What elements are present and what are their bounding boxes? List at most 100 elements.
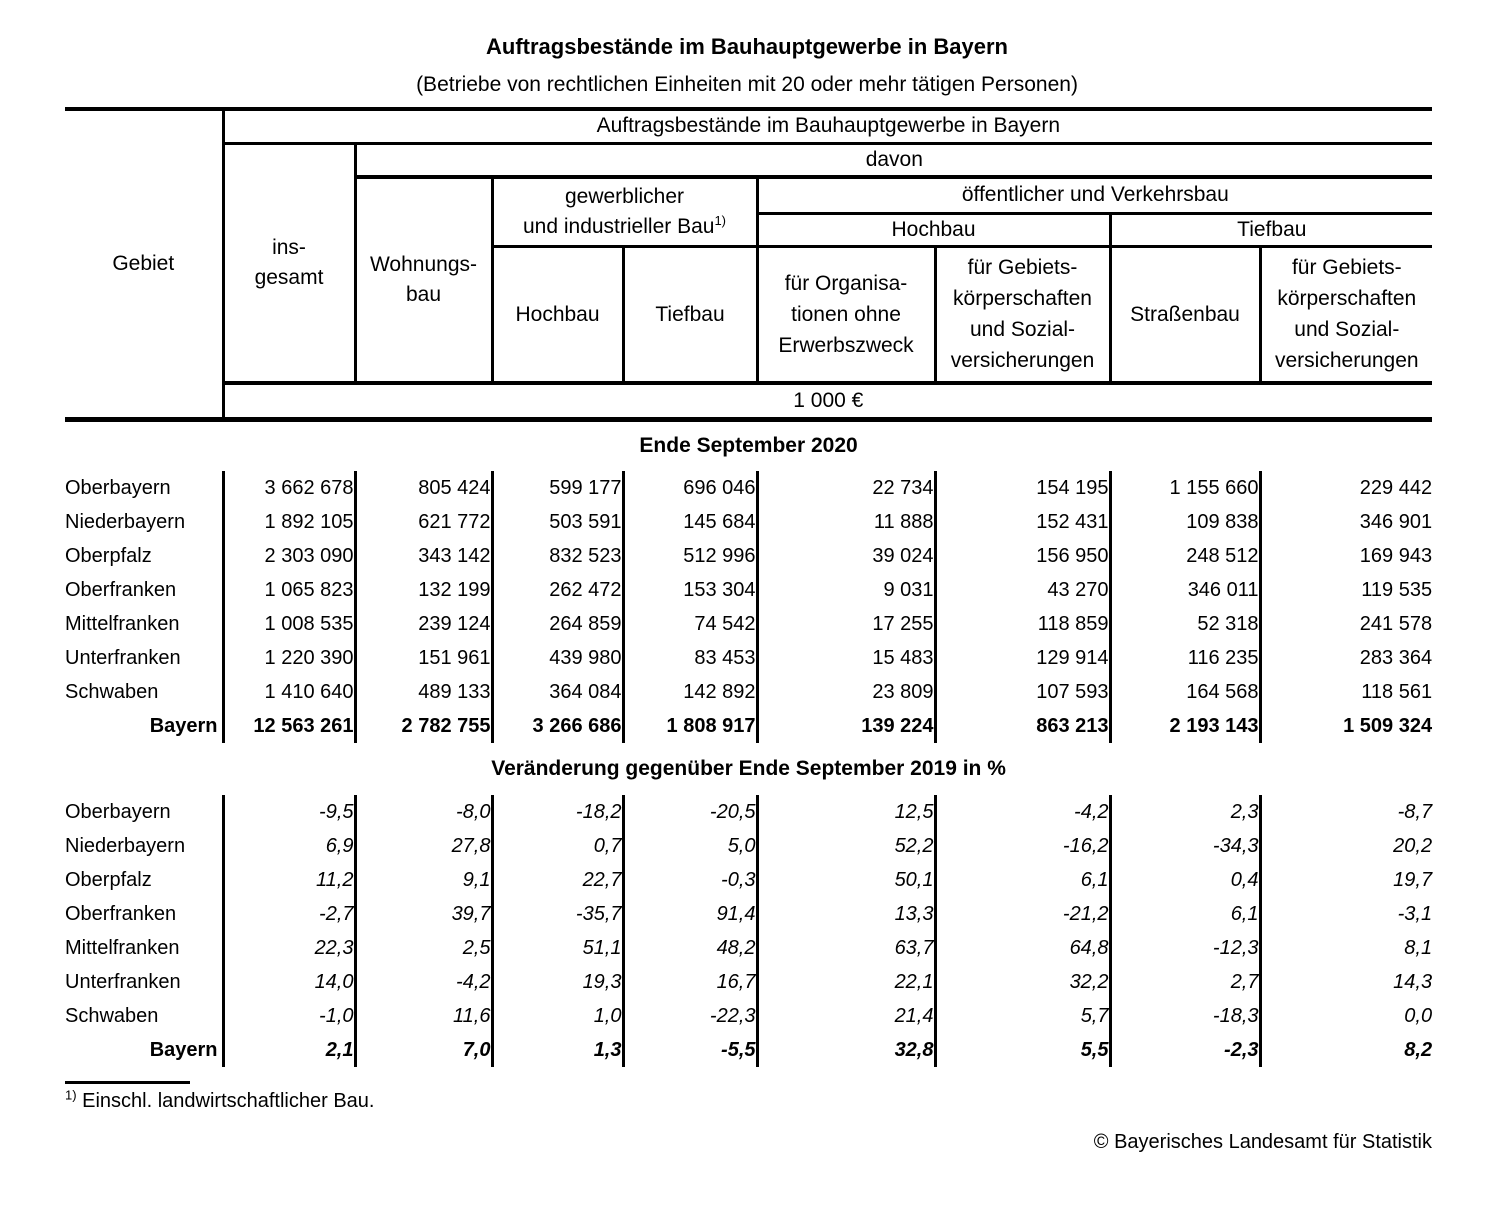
- region-label: Unterfranken: [65, 970, 181, 993]
- value-cell: 346 901: [1258, 505, 1433, 539]
- region-label: Oberfranken: [65, 578, 177, 601]
- table-row: Oberbayern 3 662 678 805 424 599 177 696…: [65, 471, 1433, 505]
- value-cell: -3,1: [1258, 897, 1433, 931]
- region-label: Niederbayern: [65, 834, 186, 857]
- value-cell: 599 177: [490, 471, 623, 505]
- table-row: Schwaben 1 410 640 489 133 364 084 142 8…: [65, 675, 1433, 709]
- col-header-wohnungsbau: Wohnungs- bau: [355, 177, 494, 385]
- value-cell: 248 512: [1108, 539, 1260, 573]
- value-cell: -9,5: [221, 795, 355, 829]
- page-title: Auftragsbestände im Bauhauptgewerbe in B…: [486, 34, 1008, 59]
- table-row: Schwaben -1,0 11,6 1,0 -22,3 21,4 5,7 -1…: [65, 999, 1433, 1033]
- region-label: Schwaben: [65, 680, 159, 703]
- value-cell: 13,3: [755, 897, 935, 931]
- value-cell: 83 453: [621, 641, 757, 675]
- value-cell: 11,2: [221, 863, 355, 897]
- col-header-oeff-tiefbau: Tiefbau: [1110, 213, 1433, 248]
- value-cell: 1 509 324: [1258, 709, 1433, 743]
- value-cell: 15 483: [755, 641, 935, 675]
- value-cell: 109 838: [1108, 505, 1260, 539]
- value-cell: 19,7: [1258, 863, 1433, 897]
- value-cell: 51,1: [490, 931, 623, 965]
- table-row: Oberpfalz 11,2 9,1 22,7 -0,3 50,1 6,1 0,…: [65, 863, 1433, 897]
- value-cell: 154 195: [933, 471, 1110, 505]
- section-title: Ende September 2020: [639, 434, 858, 458]
- value-cell: 52 318: [1108, 607, 1260, 641]
- col-header-gebiet: Gebiet: [65, 107, 225, 422]
- value-cell: 22,7: [490, 863, 623, 897]
- region-label: Mittelfranken: [65, 612, 180, 635]
- value-cell: -18,3: [1108, 999, 1260, 1033]
- value-cell: 1,3: [490, 1033, 623, 1067]
- value-cell: 9 031: [755, 573, 935, 607]
- value-cell: 1 008 535: [221, 607, 355, 641]
- col-header-organisationen: für Organisa- tionen ohne Erwerbszweck: [755, 246, 935, 385]
- region-label: Bayern: [149, 1038, 218, 1061]
- value-cell: -18,2: [490, 795, 623, 829]
- col-header-gewerblicher-bau: gewerblicher und industrieller Bau1): [492, 177, 759, 248]
- footnote-marker: 1): [65, 1087, 77, 1103]
- value-cell: 2,7: [1108, 965, 1260, 999]
- col-header-gew-tiefbau: Tiefbau: [621, 246, 757, 385]
- value-cell: 2,3: [1108, 795, 1260, 829]
- value-cell: 118 859: [933, 607, 1110, 641]
- value-cell: 346 011: [1108, 573, 1260, 607]
- gewerblicher-bau-label: gewerblicher und industrieller Bau: [522, 184, 715, 238]
- value-cell: 63,7: [755, 931, 935, 965]
- section-percent-change: Veränderung gegenüber Ende September 201…: [65, 743, 1433, 1067]
- value-cell: 1 410 640: [221, 675, 355, 709]
- value-cell: 74 542: [621, 607, 757, 641]
- value-cell: 239 124: [353, 607, 492, 641]
- value-cell: -2,7: [221, 897, 355, 931]
- value-cell: 39 024: [755, 539, 935, 573]
- value-cell: 32,2: [933, 965, 1110, 999]
- value-cell: 32,8: [755, 1033, 935, 1067]
- value-cell: 621 772: [353, 505, 492, 539]
- value-cell: 283 364: [1258, 641, 1433, 675]
- col-header-davon: davon: [355, 143, 1433, 179]
- value-cell: 1 892 105: [221, 505, 355, 539]
- section-title-row: Veränderung gegenüber Ende September 201…: [65, 743, 1432, 795]
- value-cell: 156 950: [933, 539, 1110, 573]
- value-cell: 50,1: [755, 863, 935, 897]
- col-header-oeffentlicher-bau: öffentlicher und Verkehrsbau: [757, 177, 1433, 215]
- value-cell: 6,9: [221, 829, 355, 863]
- value-cell: -34,3: [1108, 829, 1260, 863]
- value-cell: 116 235: [1108, 641, 1260, 675]
- value-cell: 264 859: [490, 607, 623, 641]
- value-cell: 241 578: [1258, 607, 1433, 641]
- value-cell: 2 303 090: [221, 539, 355, 573]
- value-cell: 696 046: [621, 471, 757, 505]
- value-cell: 343 142: [353, 539, 492, 573]
- value-cell: 863 213: [933, 709, 1110, 743]
- table-row: Unterfranken 1 220 390 151 961 439 980 8…: [65, 641, 1433, 675]
- value-cell: 1 155 660: [1108, 471, 1260, 505]
- value-cell: 43 270: [933, 573, 1110, 607]
- col-header-gew-hochbau: Hochbau: [490, 246, 623, 385]
- table-row: Mittelfranken 22,3 2,5 51,1 48,2 63,7 64…: [65, 931, 1433, 965]
- value-cell: 512 996: [621, 539, 757, 573]
- value-cell: 152 431: [933, 505, 1110, 539]
- copyright-notice: © Bayerisches Landesamt für Statistik: [1093, 1131, 1432, 1153]
- value-cell: 22,1: [755, 965, 935, 999]
- col-header-strassenbau: Straßenbau: [1108, 246, 1260, 385]
- footnote-divider: [65, 1081, 190, 1084]
- value-cell: 262 472: [490, 573, 623, 607]
- value-cell: 0,7: [490, 829, 623, 863]
- section-title-row: Ende September 2020: [65, 419, 1432, 471]
- value-cell: 364 084: [490, 675, 623, 709]
- value-cell: 1 808 917: [621, 709, 757, 743]
- value-cell: -21,2: [933, 897, 1110, 931]
- value-cell: 22,3: [221, 931, 355, 965]
- table-row: Niederbayern 1 892 105 621 772 503 591 1…: [65, 505, 1433, 539]
- region-label: Oberfranken: [65, 902, 177, 925]
- value-cell: -4,2: [353, 965, 492, 999]
- value-cell: 489 133: [353, 675, 492, 709]
- region-label: Schwaben: [65, 1004, 159, 1027]
- value-cell: -16,2: [933, 829, 1110, 863]
- value-cell: 20,2: [1258, 829, 1433, 863]
- value-cell: -0,3: [621, 863, 757, 897]
- value-cell: 6,1: [1108, 897, 1260, 931]
- value-cell: 129 914: [933, 641, 1110, 675]
- value-cell: 107 593: [933, 675, 1110, 709]
